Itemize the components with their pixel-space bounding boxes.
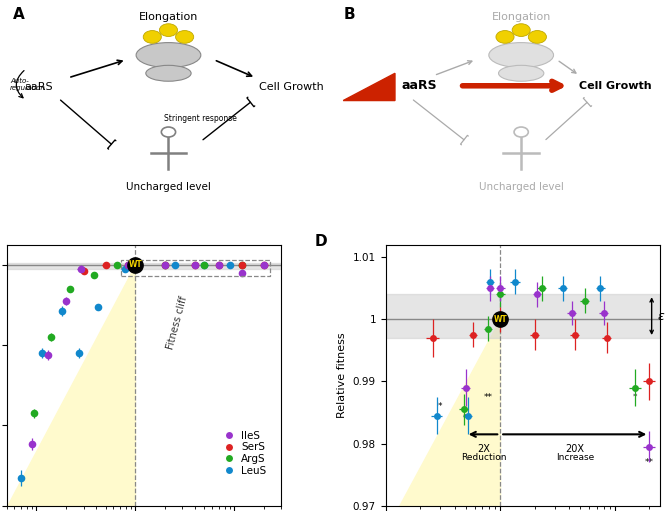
Text: 2X: 2X	[478, 444, 490, 454]
Text: aaRS: aaRS	[25, 82, 53, 92]
Text: Fitness cliff: Fitness cliff	[165, 295, 189, 351]
Text: Stringent response: Stringent response	[164, 114, 237, 123]
Circle shape	[175, 31, 193, 43]
Text: *: *	[438, 402, 443, 411]
Circle shape	[528, 31, 546, 43]
Text: Cell Growth: Cell Growth	[579, 81, 652, 91]
Text: A: A	[13, 7, 25, 22]
Ellipse shape	[498, 65, 544, 81]
Ellipse shape	[489, 42, 554, 67]
Text: **: **	[645, 458, 654, 467]
Text: D: D	[314, 234, 327, 249]
Text: Uncharged level: Uncharged level	[126, 182, 211, 192]
Text: 20X: 20X	[566, 444, 584, 454]
Text: Increase: Increase	[556, 453, 594, 462]
Text: WT: WT	[494, 315, 507, 324]
Legend: IleS, SerS, ArgS, LeuS: IleS, SerS, ArgS, LeuS	[214, 427, 271, 480]
Text: WT: WT	[129, 260, 142, 269]
Ellipse shape	[146, 65, 191, 81]
Text: **: **	[484, 392, 492, 402]
Text: B: B	[344, 7, 355, 22]
Text: Elongation: Elongation	[139, 12, 198, 22]
Text: Cell Growth: Cell Growth	[259, 82, 323, 92]
Polygon shape	[399, 319, 500, 506]
Ellipse shape	[136, 42, 201, 67]
Text: $\varepsilon$: $\varepsilon$	[657, 310, 666, 322]
Text: Elongation: Elongation	[492, 12, 551, 22]
Polygon shape	[7, 265, 135, 506]
Bar	[7, 263, 281, 269]
Circle shape	[514, 127, 528, 137]
Text: aaRS: aaRS	[402, 79, 437, 92]
Circle shape	[159, 24, 177, 36]
Circle shape	[496, 31, 514, 43]
Circle shape	[512, 24, 530, 36]
Text: **: **	[463, 414, 472, 423]
Bar	[386, 294, 660, 338]
Text: Uncharged level: Uncharged level	[479, 182, 564, 192]
Polygon shape	[344, 73, 395, 101]
Circle shape	[161, 127, 175, 137]
Circle shape	[143, 31, 161, 43]
Text: Auto-
regulation: Auto- regulation	[10, 78, 46, 91]
Y-axis label: Relative fitness: Relative fitness	[338, 333, 348, 418]
Text: *: *	[633, 392, 637, 402]
Text: Reduction: Reduction	[461, 453, 507, 462]
